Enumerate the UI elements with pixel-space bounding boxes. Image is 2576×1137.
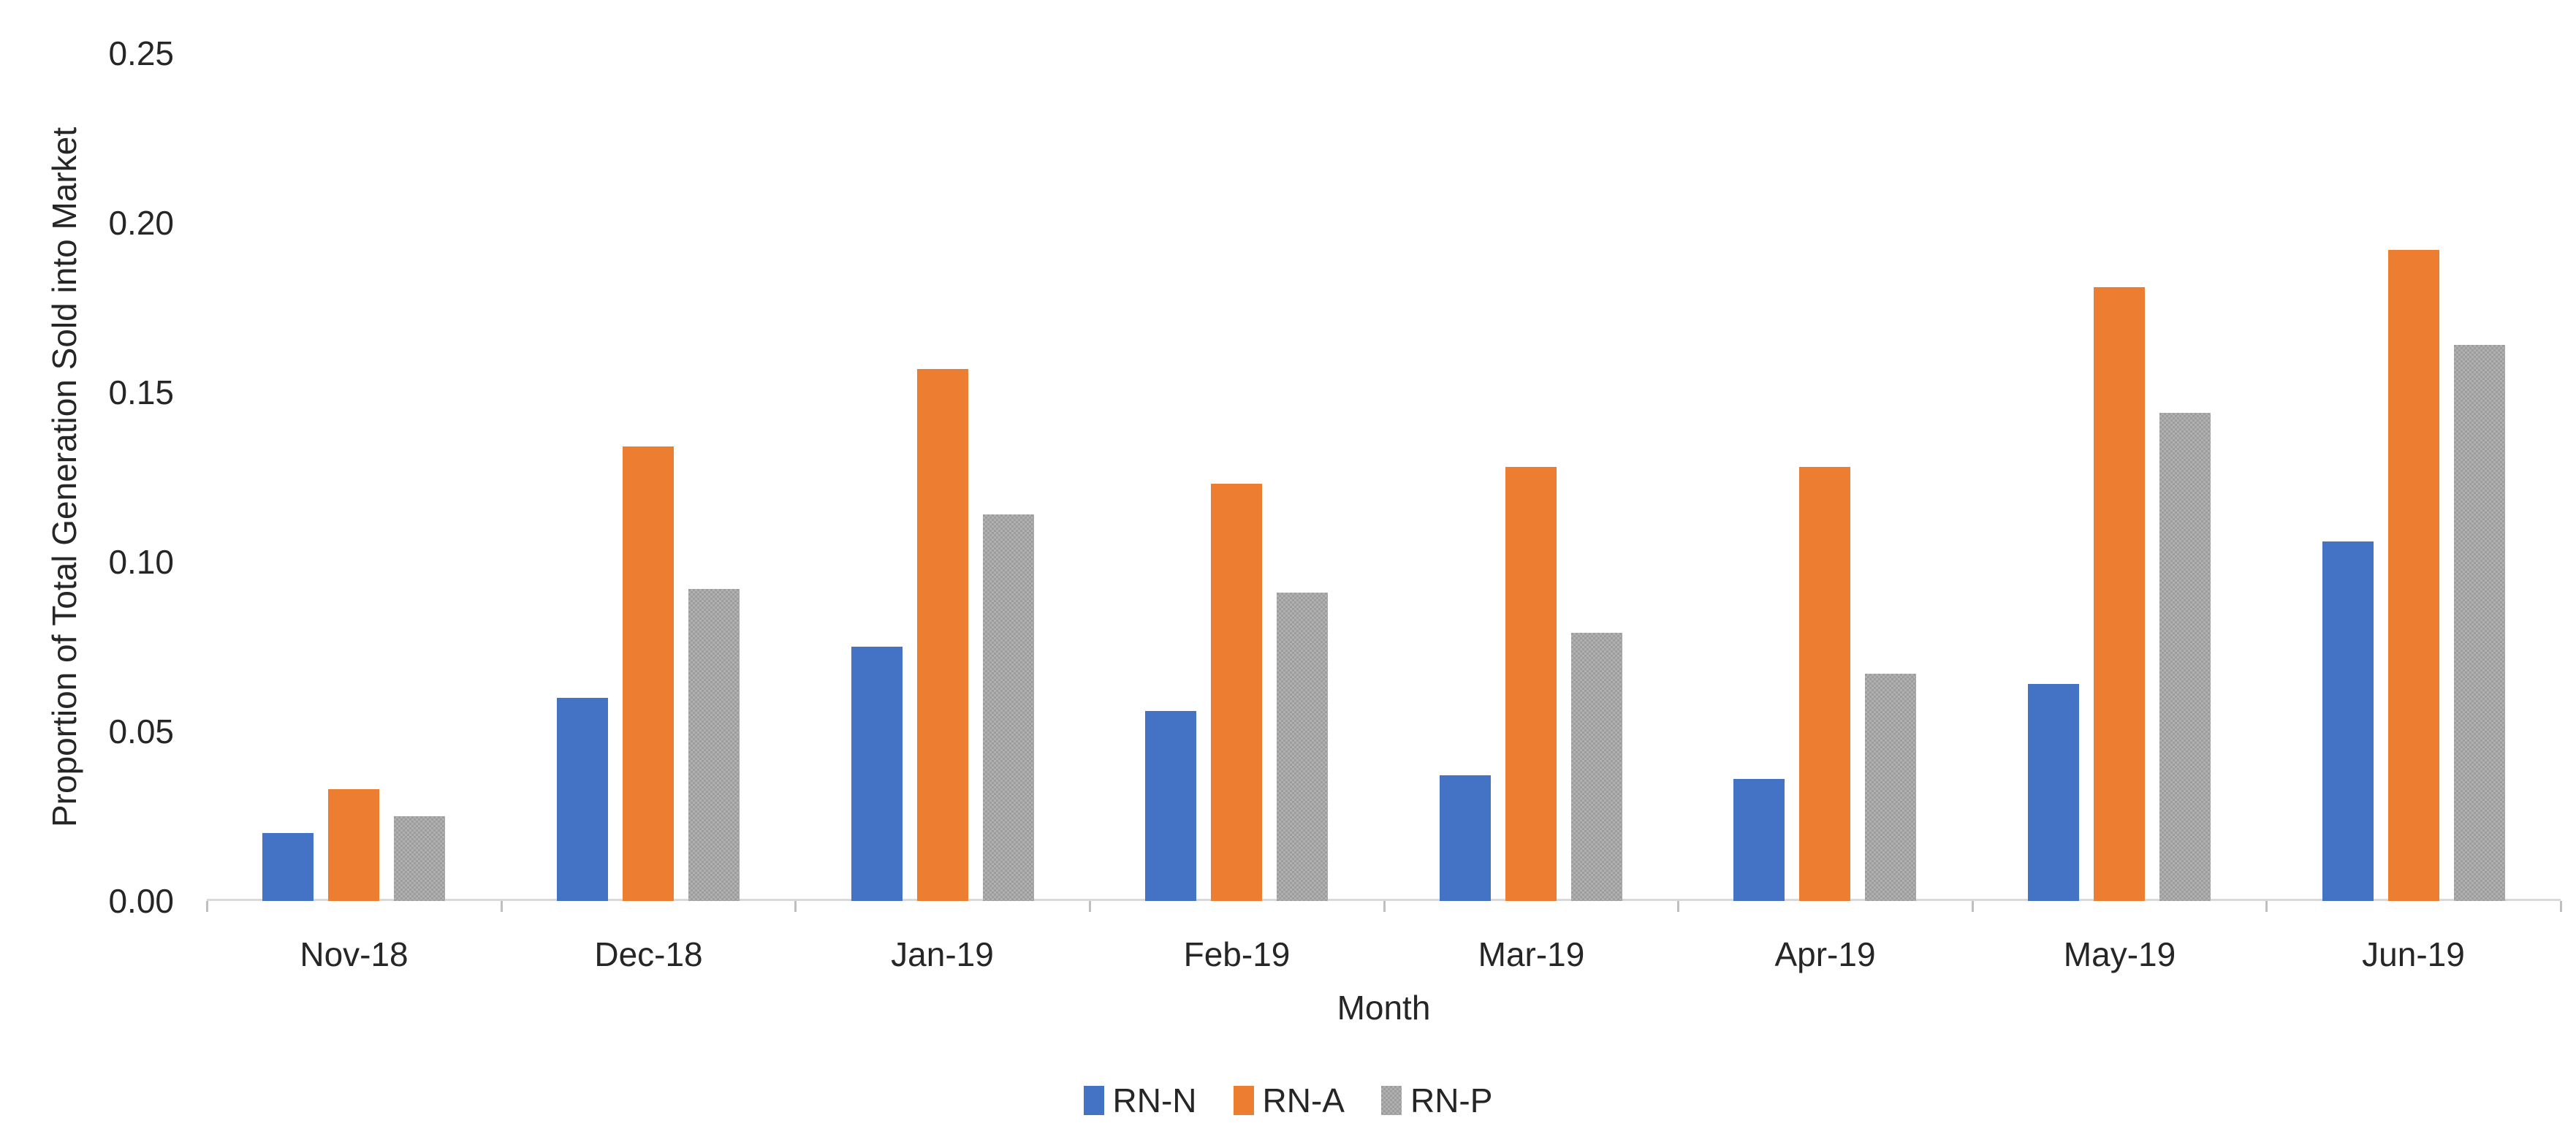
x-axis-tick-mark	[2265, 901, 2268, 912]
bar-RN-P-Mar-19	[1571, 633, 1622, 901]
bar-RN-P-Jan-19	[983, 514, 1034, 901]
bar-RN-A-Jun-19	[2388, 250, 2439, 901]
plot-area	[206, 53, 2562, 912]
bar-RN-P-May-19	[2159, 413, 2211, 901]
x-category-label: Nov-18	[300, 935, 409, 973]
bar-RN-N-Dec-18	[557, 698, 608, 901]
x-axis-tick-mark	[501, 901, 503, 912]
legend-item-RN-A: RN-A	[1233, 1081, 1345, 1119]
legend-label: RN-N	[1112, 1081, 1197, 1119]
bar-RN-A-Dec-18	[623, 446, 674, 901]
bar-RN-N-Mar-19	[1440, 775, 1491, 901]
x-axis-line	[207, 899, 2561, 901]
bar-RN-N-Jan-19	[851, 647, 903, 901]
x-category-label: Jun-19	[2362, 935, 2465, 973]
x-axis-tick-mark	[2560, 901, 2562, 912]
x-category-label: Feb-19	[1183, 935, 1291, 973]
x-category-label: Apr-19	[1774, 935, 1876, 973]
y-tick-label: 0.20	[108, 204, 174, 242]
y-tick-label: 0.15	[108, 373, 174, 411]
bar-RN-A-Nov-18	[328, 789, 379, 901]
bar-RN-N-Feb-19	[1145, 711, 1196, 901]
legend-item-RN-N: RN-N	[1083, 1081, 1197, 1119]
legend-label: RN-A	[1262, 1081, 1345, 1119]
legend-swatch-RN-P	[1380, 1086, 1402, 1115]
x-axis-tick-mark	[1089, 901, 1091, 912]
bar-RN-A-Apr-19	[1799, 467, 1850, 901]
y-tick-label: 0.00	[108, 882, 174, 920]
bar-RN-A-May-19	[2094, 287, 2145, 901]
x-axis-tick-mark	[1383, 901, 1386, 912]
bar-RN-P-Jun-19	[2454, 345, 2505, 901]
bar-RN-A-Feb-19	[1211, 484, 1262, 901]
bar-RN-N-Jun-19	[2322, 541, 2374, 901]
x-axis-tick-mark	[1972, 901, 1974, 912]
legend: RN-N RN-A RN-P	[0, 1084, 2576, 1117]
x-axis-tick-mark	[1677, 901, 1679, 912]
x-category-label: Jan-19	[891, 935, 994, 973]
legend-item-RN-P: RN-P	[1380, 1081, 1493, 1119]
x-axis-tick-mark	[206, 901, 208, 912]
bar-RN-P-Feb-19	[1277, 593, 1328, 901]
bar-RN-N-May-19	[2028, 684, 2079, 901]
y-tick-label: 0.25	[108, 34, 174, 72]
bar-RN-A-Mar-19	[1505, 467, 1557, 901]
x-axis-title: Month	[1337, 989, 1431, 1027]
legend-label: RN-P	[1410, 1081, 1493, 1119]
x-category-label: Mar-19	[1478, 935, 1585, 973]
y-tick-label: 0.05	[108, 712, 174, 750]
legend-swatch-RN-A	[1233, 1086, 1254, 1115]
bar-RN-N-Nov-18	[262, 833, 314, 901]
bar-RN-N-Apr-19	[1733, 779, 1785, 901]
x-axis-tick-mark	[794, 901, 797, 912]
y-tick-label: 0.10	[108, 543, 174, 581]
x-category-label: May-19	[2063, 935, 2176, 973]
y-axis-title: Proportion of Total Generation Sold into…	[45, 126, 83, 828]
bar-RN-P-Dec-18	[688, 589, 740, 901]
bar-RN-A-Jan-19	[917, 369, 968, 901]
x-category-label: Dec-18	[594, 935, 703, 973]
bar-RN-P-Apr-19	[1865, 674, 1916, 901]
bar-RN-P-Nov-18	[394, 816, 445, 901]
legend-swatch-RN-N	[1083, 1086, 1104, 1115]
